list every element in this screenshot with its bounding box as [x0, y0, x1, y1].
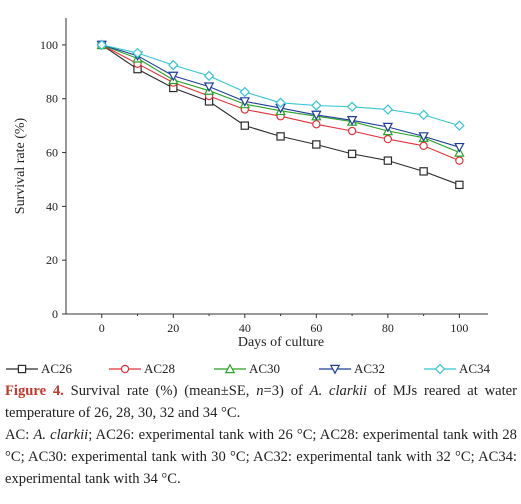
legend-swatch-ac26 — [6, 364, 38, 374]
data-point-ac32 — [239, 97, 251, 107]
data-point-ac26 — [455, 180, 464, 190]
data-point-ac26 — [276, 132, 285, 141]
legend-item-ac34: AC34 — [422, 358, 490, 380]
legend-label-ac28: AC28 — [144, 361, 176, 376]
caption-species: A. clarkii — [309, 383, 368, 399]
caption-main: Figure 4. Survival rate (%) (mean±SE, n=… — [5, 380, 517, 424]
data-point-ac34 — [311, 100, 322, 111]
figure-caption: Figure 4. Survival rate (%) (mean±SE, n=… — [5, 380, 517, 490]
caption-note: AC: A. clarkii; AC26: experimental tank … — [5, 424, 517, 490]
legend-swatch-ac28 — [109, 364, 141, 374]
caption-text-c: of MJs reared at water temperature of 26… — [5, 383, 518, 421]
data-point-ac28 — [455, 156, 464, 165]
x-tick-label: 100 — [450, 321, 468, 335]
y-axis-ticks: 0 20 40 60 80 100 — [40, 38, 66, 321]
note-text-b: ; AC26: experimental tank with 26 °C; AC… — [5, 427, 517, 487]
legend-item-ac32: AC32 — [317, 358, 385, 380]
legend-swatch-ac32 — [319, 364, 351, 375]
data-point-ac32 — [346, 116, 358, 126]
x-tick-label: 60 — [310, 321, 322, 335]
x-tick-label: 20 — [167, 321, 179, 335]
data-point-ac28 — [383, 134, 393, 144]
y-axis-title: Survival rate (%) — [13, 117, 28, 214]
series-layer — [96, 39, 465, 190]
caption-n: n — [256, 383, 264, 399]
x-axis-ticks: 0 20 40 60 80 100 — [99, 314, 468, 335]
legend-swatch-ac30 — [214, 363, 246, 374]
data-point-ac32 — [454, 142, 465, 153]
data-point-ac26 — [347, 149, 357, 159]
data-point-ac26 — [383, 156, 393, 165]
data-point-ac32 — [168, 71, 179, 82]
data-point-ac34 — [382, 104, 394, 115]
data-point-ac28 — [347, 126, 357, 136]
data-point-ac28 — [419, 141, 428, 151]
data-point-ac34 — [454, 120, 465, 131]
y-tick-label: 40 — [46, 199, 58, 213]
y-tick-label: 100 — [40, 38, 58, 52]
data-point-ac34 — [346, 101, 358, 113]
data-point-ac34 — [168, 59, 179, 71]
legend-item-ac30: AC30 — [212, 358, 280, 380]
data-point-ac34 — [132, 47, 143, 59]
data-point-ac32 — [203, 82, 215, 93]
y-tick-label: 80 — [46, 92, 58, 106]
legend-item-ac26: AC26 — [4, 358, 72, 380]
data-point-ac32 — [382, 122, 394, 133]
x-tick-label: 80 — [382, 321, 394, 335]
y-tick-label: 60 — [46, 146, 58, 160]
series-ac32 — [96, 40, 465, 153]
legend-label-ac34: AC34 — [459, 361, 491, 376]
note-species: A. clarkii — [33, 427, 89, 443]
x-tick-label: 40 — [239, 321, 251, 335]
data-point-ac34 — [239, 86, 251, 98]
legend-marker-ac26 — [17, 364, 27, 374]
series-line-ac32 — [101, 44, 460, 148]
legend-swatch-ac34 — [424, 363, 456, 375]
caption-text-b: =3) of — [263, 383, 310, 399]
y-tick-label: 20 — [46, 253, 58, 267]
data-point-ac26 — [312, 140, 321, 149]
survival-rate-chart: 0 20 40 60 80 100 0 20 40 60 80 100 Survival rate … — [13, 18, 488, 350]
data-point-ac34 — [418, 109, 429, 121]
legend-label-ac30: AC30 — [249, 361, 281, 376]
data-point-ac34 — [275, 97, 286, 109]
data-point-ac34 — [96, 39, 108, 51]
legend-label-ac32: AC32 — [354, 361, 386, 376]
note-text-a: AC: — [5, 427, 34, 443]
legend-marker-ac32 — [329, 364, 341, 375]
data-point-ac26 — [240, 121, 250, 130]
figure-label: Figure 4. — [5, 383, 64, 399]
plot-area: 0 20 40 60 80 100 0 20 40 60 80 100 — [40, 18, 488, 335]
x-tick-label: 0 — [99, 321, 105, 335]
data-point-ac26 — [419, 167, 428, 176]
legend-marker-ac28 — [120, 364, 130, 374]
data-point-ac32 — [418, 132, 429, 142]
legend-marker-ac34 — [434, 363, 446, 375]
caption-text-a: Survival rate (%) (mean±SE, — [63, 383, 257, 399]
data-point-ac28 — [312, 120, 321, 129]
y-tick-label: 0 — [52, 307, 58, 321]
data-point-ac32 — [311, 110, 322, 121]
chart-legend: AC26 AC28 AC30 AC32 AC34 — [4, 358, 519, 380]
legend-label-ac26: AC26 — [41, 361, 73, 376]
x-axis-title: Days of culture — [238, 335, 324, 350]
data-point-ac34 — [203, 70, 215, 82]
legend-marker-ac30 — [224, 363, 236, 374]
series-ac34 — [96, 39, 465, 131]
legend-item-ac28: AC28 — [107, 358, 175, 380]
